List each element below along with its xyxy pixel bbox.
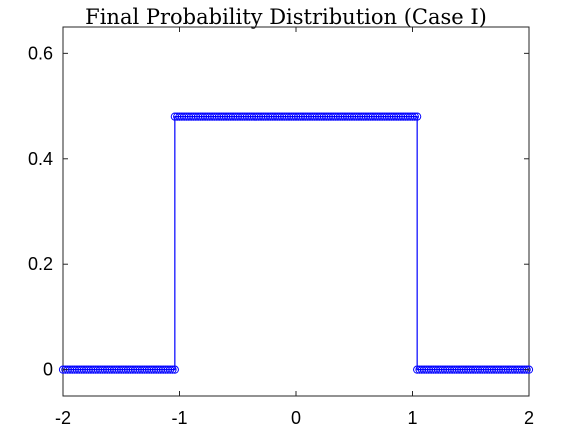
x-tick-label: 0 xyxy=(291,408,301,428)
y-tick-label: 0.2 xyxy=(28,254,53,274)
data-point xyxy=(522,365,531,374)
series-layer xyxy=(58,112,534,374)
x-axis: -2 -1 0 1 2 xyxy=(55,27,534,428)
data-point xyxy=(410,112,419,121)
series-line xyxy=(63,116,529,371)
data-point xyxy=(168,365,177,374)
data-point xyxy=(170,365,179,374)
x-tick-label: 2 xyxy=(524,408,534,428)
chart-title: Final Probability Distribution (Case I) xyxy=(85,5,487,29)
x-tick-label: -1 xyxy=(171,408,187,428)
axes-box xyxy=(62,26,530,397)
data-point xyxy=(413,112,422,121)
data-point xyxy=(166,365,175,374)
data-point xyxy=(408,112,417,121)
y-tick-label: 0 xyxy=(43,360,53,380)
x-tick-label: -2 xyxy=(55,408,71,428)
y-tick-label: 0.6 xyxy=(28,43,53,63)
y-axis: 0 0.2 0.4 0.6 xyxy=(28,43,529,380)
plot-area xyxy=(58,26,534,397)
x-tick-label: 1 xyxy=(407,408,417,428)
y-tick-label: 0.4 xyxy=(28,149,53,169)
